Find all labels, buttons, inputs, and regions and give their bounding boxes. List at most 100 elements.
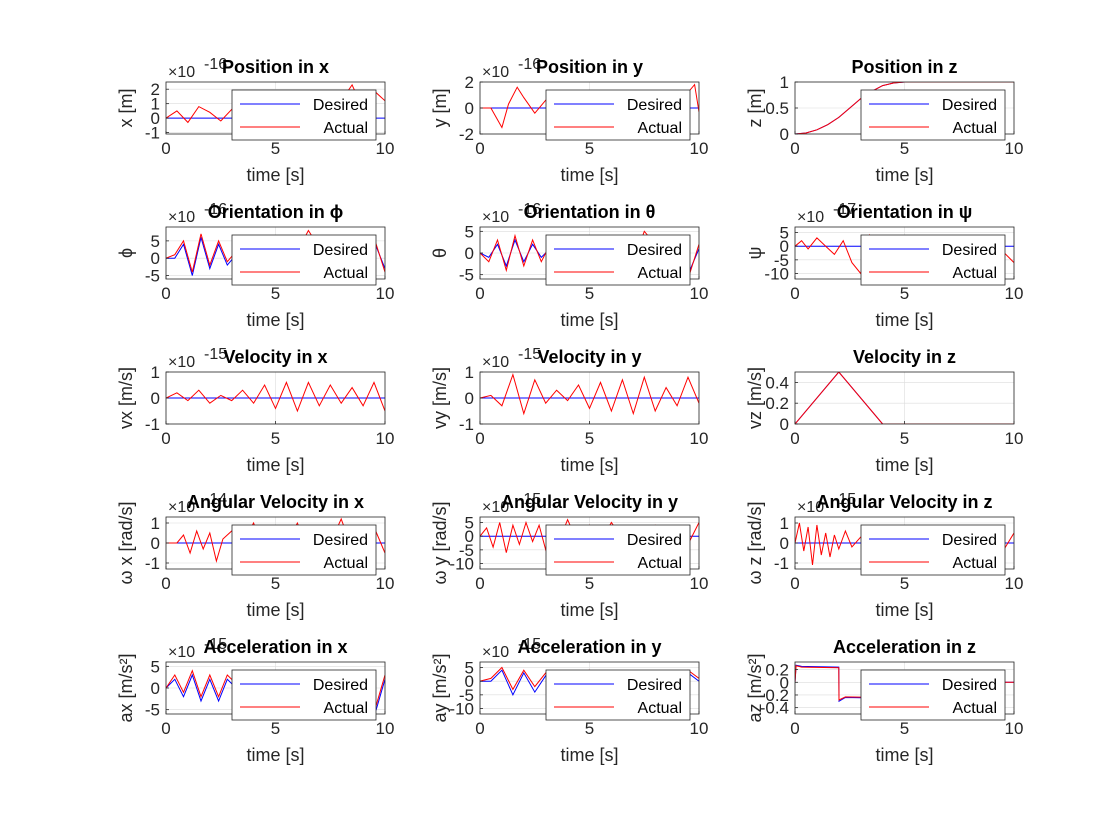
chart-12-xtick-label: 10	[1005, 574, 1024, 593]
chart-13-exponent: ×10	[168, 644, 195, 661]
chart-3-ytick-label: 1	[780, 73, 789, 92]
chart-11-exponent: ×10	[482, 499, 509, 516]
chart-4-xlabel: time [s]	[246, 310, 304, 330]
chart-8-ytick-label: 0	[465, 389, 474, 408]
chart-11-xtick-label: 10	[690, 574, 709, 593]
chart-12-ytick-label: -1	[774, 554, 789, 573]
chart-6-exponent-power: -17	[833, 201, 856, 218]
chart-3-legend-label-desired: Desired	[942, 97, 997, 114]
chart-13-xtick-label: 5	[271, 719, 280, 738]
chart-1-exponent: ×10	[168, 64, 195, 81]
chart-3-xlabel: time [s]	[875, 165, 933, 185]
chart-1-ytick-label: 2	[151, 80, 160, 99]
chart-5-exponent: ×10	[482, 209, 509, 226]
chart-7-exponent: ×10	[168, 354, 195, 371]
chart-10-xtick-label: 0	[161, 574, 170, 593]
chart-1-legend-box	[231, 89, 377, 141]
chart-5-xtick-label: 0	[475, 284, 484, 303]
chart-6-exponent: ×10	[797, 209, 824, 226]
chart-3-xtick-label: 0	[790, 139, 799, 158]
chart-15-xlabel: time [s]	[875, 745, 933, 765]
chart-9-ytick-label: 0	[780, 415, 789, 434]
chart-7-ytick-label: 1	[151, 363, 160, 382]
chart-1-ytick-label: -1	[145, 124, 160, 143]
chart-6-legend-box	[860, 234, 1006, 286]
chart-3-ylabel: z [m]	[745, 89, 765, 128]
chart-9-ylabel: vz [m/s]	[745, 367, 765, 429]
chart-13-legend-box	[231, 669, 377, 721]
chart-11-xlabel: time [s]	[560, 600, 618, 620]
chart-14-ytick-label: 5	[465, 658, 474, 677]
chart-8-exponent-power: -15	[518, 346, 541, 363]
chart-3-series-actual	[795, 82, 1014, 134]
chart-2-legend-label-desired: Desired	[627, 97, 682, 114]
chart-10-legend: Desired Actual	[231, 524, 377, 576]
chart-3: 0 5 10 0 0.5 1 Position in z time [s] z [m] Desir…	[745, 57, 1023, 185]
chart-10-ylabel: ω x [rad/s]	[116, 501, 136, 584]
chart-15-legend-box	[860, 669, 1006, 721]
chart-9-series-actual	[795, 372, 1014, 424]
chart-10-xtick-label: 10	[376, 574, 395, 593]
chart-7-ytick-label: -1	[145, 415, 160, 434]
chart-14-exponent: ×10	[482, 644, 509, 661]
chart-13-exponent-power: -15	[204, 636, 227, 653]
chart-10-legend-label-desired: Desired	[313, 532, 368, 549]
chart-2-legend-box	[545, 89, 691, 141]
chart-12-ylabel: ω z [rad/s]	[745, 501, 765, 584]
chart-12-exponent: ×10	[797, 499, 824, 516]
chart-1-legend-label-actual: Actual	[324, 120, 368, 137]
chart-1-ylabel: x [m]	[116, 89, 136, 128]
chart-12-xtick-label: 0	[790, 574, 799, 593]
chart-13-xlabel: time [s]	[246, 745, 304, 765]
chart-10-title: Angular Velocity in x	[187, 492, 364, 512]
chart-4-title: Orientation in ϕ	[208, 202, 344, 222]
chart-6-xtick-label: 10	[1005, 284, 1024, 303]
chart-4-xtick-label: 0	[161, 284, 170, 303]
chart-14-legend-label-actual: Actual	[638, 700, 682, 717]
chart-15-xtick-label: 0	[790, 719, 799, 738]
chart-1-xtick-label: 0	[161, 139, 170, 158]
chart-6-ytick-label: 0	[780, 237, 789, 256]
chart-12-xtick-label: 5	[900, 574, 909, 593]
chart-8-ytick-label: -1	[459, 415, 474, 434]
chart-4-xtick-label: 10	[376, 284, 395, 303]
chart-15-legend-label-actual: Actual	[953, 700, 997, 717]
chart-11-title: Angular Velocity in y	[501, 492, 678, 512]
chart-5-legend-label-actual: Actual	[638, 265, 682, 282]
chart-15-xtick-label: 10	[1005, 719, 1024, 738]
chart-5-xtick-label: 5	[585, 284, 594, 303]
chart-11-ytick-label: -10	[449, 555, 474, 574]
chart-4-exponent: ×10	[168, 209, 195, 226]
chart-11-legend: Desired Actual	[545, 524, 691, 576]
chart-6-ytick-label: 5	[780, 223, 789, 242]
chart-5-xlabel: time [s]	[560, 310, 618, 330]
chart-2-ytick-label: -2	[459, 125, 474, 144]
chart-8-series-actual	[480, 372, 699, 416]
chart-6-legend: Desired Actual	[860, 234, 1006, 286]
chart-3-legend-box	[860, 89, 1006, 141]
chart-10-exponent: ×10	[168, 499, 195, 516]
chart-7-series-actual	[166, 381, 385, 413]
chart-10-legend-label-actual: Actual	[324, 555, 368, 572]
chart-3-legend-label-actual: Actual	[953, 120, 997, 137]
chart-14-exponent-power: -15	[518, 636, 541, 653]
chart-4-ytick-label: 5	[151, 232, 160, 251]
chart-12-legend-label-actual: Actual	[953, 555, 997, 572]
chart-14-ytick-label: -5	[459, 686, 474, 705]
chart-2-xtick-label: 5	[585, 139, 594, 158]
chart-4-exponent-power: -16	[204, 201, 227, 218]
chart-3-legend: Desired Actual	[860, 89, 1006, 141]
chart-8-ytick-label: 1	[465, 363, 474, 382]
chart-4-ytick-label: 0	[151, 249, 160, 268]
chart-15-ytick-label: 0.2	[765, 661, 789, 680]
chart-5-ytick-label: 0	[465, 244, 474, 263]
chart-10-ytick-label: 1	[151, 514, 160, 533]
chart-1-ytick-label: 0	[151, 109, 160, 128]
